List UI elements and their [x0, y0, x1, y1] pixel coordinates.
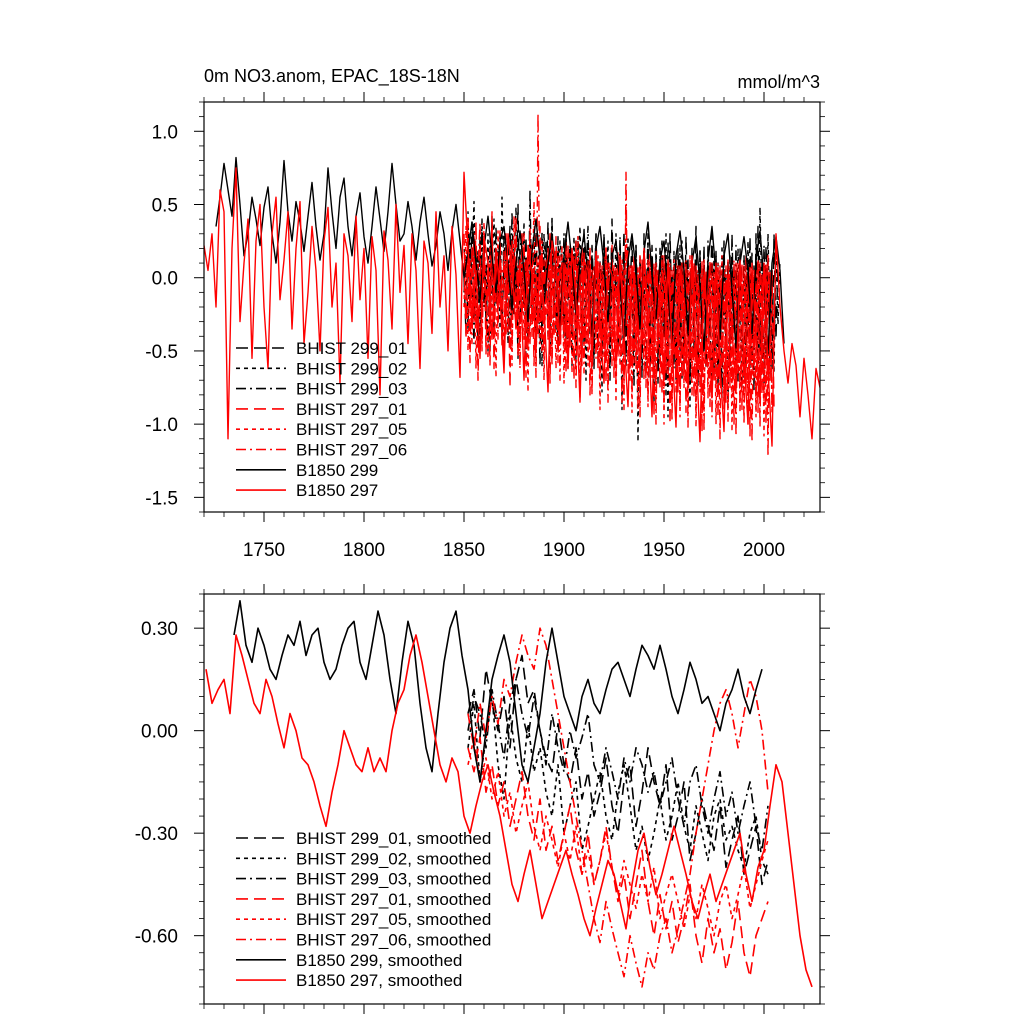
- legend-label: BHIST 297_01, smoothed: [296, 890, 491, 909]
- series-line-0: [467, 654, 769, 886]
- series-line-6: [233, 599, 763, 783]
- series-line-2: [467, 678, 769, 852]
- y-tick-label: 0.00: [141, 722, 178, 743]
- bottom-series-group: [205, 599, 813, 988]
- series-line-4: [467, 736, 769, 937]
- units-label: mmol/m^3: [738, 72, 820, 92]
- series-line-3: [467, 736, 769, 978]
- series-line-6: [215, 156, 785, 355]
- series-line-7: [204, 167, 820, 447]
- y-tick-label: -0.5: [145, 342, 178, 363]
- y-tick-label: 0.5: [152, 196, 178, 217]
- legend-label: BHIST 299_01: [296, 339, 407, 358]
- x-tick-label: 1900: [543, 540, 585, 561]
- y-tick-label: 0.0: [152, 269, 178, 290]
- top-axes: 1750 1800 1850 1900 1950 2000 1.0 0.5 0.0 -0.5 -1.…: [145, 92, 830, 561]
- series-line-3: [463, 211, 775, 437]
- x-tick-label: 1800: [343, 540, 385, 561]
- y-tick-label: -0.60: [135, 927, 178, 948]
- y-tick-label: 0.30: [141, 619, 178, 640]
- top-series-group: [204, 112, 820, 458]
- top-chart-panel: 0m NO3.anom, EPAC_18S-18N mmol/m^3 1750 1…: [145, 66, 830, 561]
- legend-label: BHIST 297_01: [296, 400, 407, 419]
- series-line-7: [205, 634, 813, 988]
- legend-label: B1850 297: [296, 481, 378, 500]
- bottom-chart-panel: 0.30 0.00 -0.30 -0.60 BHIST 299_01, smoothe…: [135, 584, 830, 1014]
- legend-label: BHIST 297_06: [296, 441, 407, 460]
- series-line-1: [467, 695, 769, 875]
- legend-label: BHIST 299_03, smoothed: [296, 870, 491, 889]
- y-tick-label: 1.0: [152, 122, 178, 143]
- bottom-axes: 0.30 0.00 -0.30 -0.60: [135, 584, 830, 1014]
- legend-label: BHIST 299_01, smoothed: [296, 829, 491, 848]
- legend-label: BHIST 299_02, smoothed: [296, 849, 491, 868]
- legend-label: BHIST 297_05: [296, 420, 407, 439]
- legend-label: BHIST 299_03: [296, 380, 407, 399]
- chart-title: 0m NO3.anom, EPAC_18S-18N: [204, 66, 460, 87]
- x-tick-label: 1750: [243, 540, 285, 561]
- y-tick-label: -0.30: [135, 824, 178, 845]
- series-line-5: [467, 627, 769, 988]
- legend-label: BHIST 297_06, smoothed: [296, 931, 491, 950]
- y-tick-label: -1.5: [145, 488, 178, 509]
- x-tick-label: 1950: [643, 540, 685, 561]
- legend-label: BHIST 297_05, smoothed: [296, 910, 491, 929]
- legend-label: BHIST 299_02: [296, 359, 407, 378]
- top-plot-frame: [203, 101, 821, 513]
- bottom-plot-frame: [203, 593, 821, 1005]
- x-tick-label: 1850: [443, 540, 485, 561]
- legend-label: B1850 299, smoothed: [296, 951, 462, 970]
- y-tick-label: -1.0: [145, 415, 178, 436]
- legend-label: B1850 299: [296, 461, 378, 480]
- legend-label: B1850 297, smoothed: [296, 971, 462, 990]
- x-tick-label: 2000: [743, 540, 785, 561]
